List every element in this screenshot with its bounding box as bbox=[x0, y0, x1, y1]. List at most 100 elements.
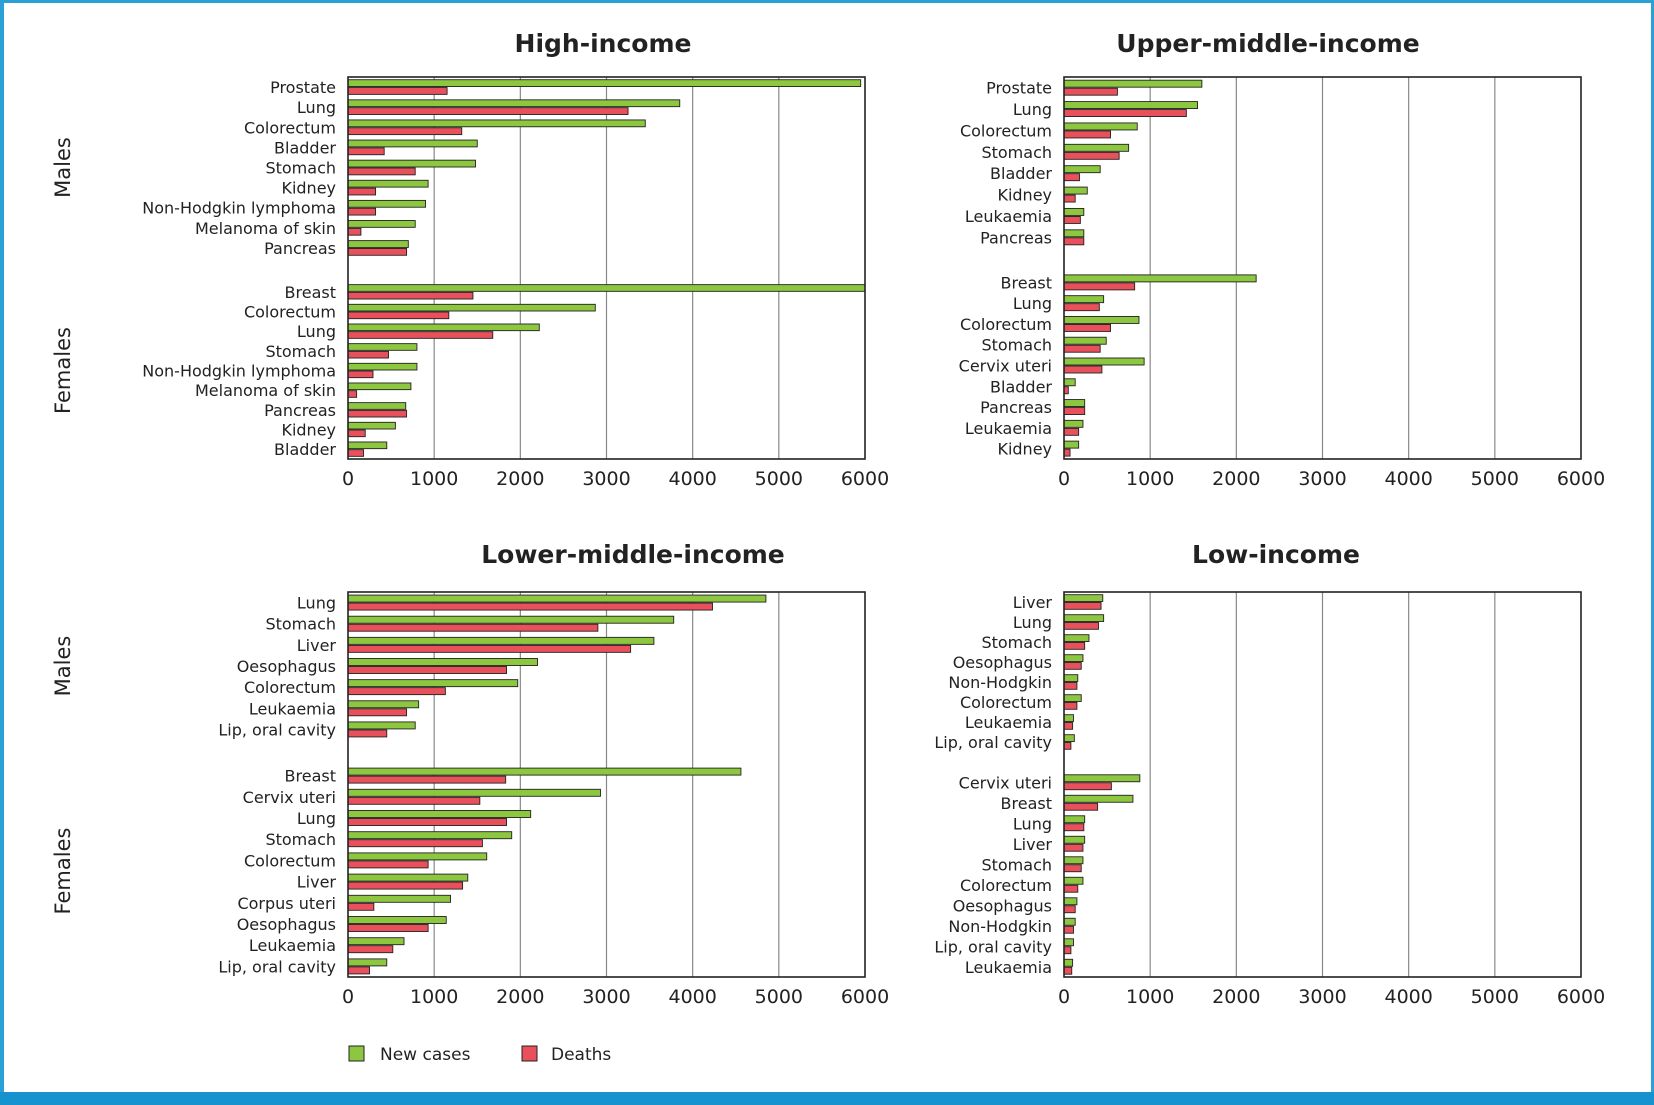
category-label: Stomach bbox=[981, 633, 1052, 652]
bar-deaths bbox=[347, 350, 389, 359]
tick-label: 3000 bbox=[582, 468, 630, 490]
bar-deaths bbox=[347, 227, 362, 236]
bar-deaths bbox=[347, 311, 450, 320]
bar-new-cases bbox=[1063, 815, 1086, 824]
panel-title: Upper-middle-income bbox=[1116, 29, 1419, 58]
bar-deaths bbox=[1063, 282, 1136, 291]
bar-new-cases bbox=[1063, 315, 1140, 324]
bar-deaths bbox=[347, 370, 374, 379]
tick-label: 5000 bbox=[755, 986, 803, 1008]
category-label: Breast bbox=[1001, 273, 1052, 292]
tick-label: 3000 bbox=[582, 986, 630, 1008]
bar-new-cases bbox=[1063, 774, 1141, 783]
bar-deaths bbox=[347, 127, 463, 136]
category-label: Non-Hodgkin lymphoma bbox=[142, 362, 336, 381]
bar-new-cases bbox=[1063, 958, 1074, 967]
panel-lower-middle-income: Lower-middle-income Lung Stomach Liver Oesop… bbox=[51, 540, 889, 1008]
bar-deaths bbox=[347, 87, 448, 95]
bar-deaths bbox=[1063, 109, 1187, 118]
category-label: Colorectum bbox=[960, 876, 1052, 895]
group-label: Females bbox=[51, 828, 75, 915]
category-label: Non-Hodgkin bbox=[948, 917, 1052, 936]
bar-deaths bbox=[347, 881, 464, 890]
panel-high-income: High-incomeProstateLungColorectumBladder… bbox=[51, 29, 889, 490]
bar-new-cases bbox=[347, 658, 539, 666]
bar-new-cases bbox=[347, 810, 532, 818]
bar-new-cases bbox=[1063, 101, 1199, 110]
category-label: Stomach bbox=[981, 855, 1052, 874]
bar-new-cases bbox=[1063, 229, 1085, 238]
tick-label: 3000 bbox=[1298, 986, 1346, 1008]
bar-new-cases bbox=[1063, 938, 1074, 947]
bar-new-cases bbox=[347, 700, 420, 709]
bar-new-cases bbox=[1063, 674, 1079, 682]
bar-new-cases bbox=[1063, 634, 1090, 642]
bar-deaths bbox=[1063, 237, 1085, 246]
bar-deaths bbox=[1063, 722, 1074, 730]
bar-deaths bbox=[347, 429, 366, 438]
bar-deaths bbox=[1063, 602, 1102, 610]
bar-new-cases bbox=[1063, 378, 1076, 387]
tick-label: 4000 bbox=[1384, 986, 1432, 1008]
category-label: Liver bbox=[297, 873, 337, 892]
bar-deaths bbox=[1063, 622, 1099, 630]
category-label: Leukaemia bbox=[965, 419, 1052, 438]
bar-deaths bbox=[1063, 151, 1120, 160]
tick-label: 0 bbox=[1058, 986, 1070, 1008]
bar-new-cases bbox=[1063, 165, 1101, 174]
tick-label: 2000 bbox=[496, 468, 544, 490]
tick-label: 5000 bbox=[1471, 986, 1519, 1008]
bar-deaths bbox=[1063, 682, 1078, 690]
category-label: Lung bbox=[297, 98, 336, 117]
category-label: Lung bbox=[1013, 100, 1052, 119]
category-label: Leukaemia bbox=[965, 713, 1052, 732]
category-label: Lung bbox=[1013, 294, 1052, 313]
tick-label: 0 bbox=[342, 468, 354, 490]
bar-deaths bbox=[347, 796, 481, 805]
bar-deaths bbox=[347, 247, 408, 256]
bar-deaths bbox=[1063, 662, 1082, 670]
footer-bar bbox=[0, 1092, 1654, 1105]
category-label: Bladder bbox=[274, 138, 336, 157]
bar-deaths bbox=[1063, 884, 1079, 893]
category-label: Cervix uteri bbox=[959, 357, 1052, 376]
category-label: Liver bbox=[297, 636, 337, 655]
category-label: Lip, oral cavity bbox=[934, 733, 1052, 752]
category-label: Bladder bbox=[274, 440, 336, 459]
category-label: Stomach bbox=[981, 336, 1052, 355]
category-label: Stomach bbox=[265, 342, 336, 361]
category-label: Leukaemia bbox=[965, 958, 1052, 977]
tick-label: 5000 bbox=[755, 468, 803, 490]
tick-label: 3000 bbox=[1298, 468, 1346, 490]
category-label: Colorectum bbox=[960, 315, 1052, 334]
bar-new-cases bbox=[347, 343, 418, 351]
tick-label: 1000 bbox=[1126, 468, 1174, 490]
category-label: Colorectum bbox=[244, 303, 336, 322]
bar-new-cases bbox=[347, 873, 469, 882]
group-label: Females bbox=[51, 327, 75, 414]
bar-new-cases bbox=[1063, 274, 1257, 283]
category-label: Breast bbox=[285, 283, 336, 302]
bar-deaths bbox=[1063, 323, 1111, 332]
bar-new-cases bbox=[347, 220, 416, 228]
chart-panels: High-incomeProstateLungColorectumBladder… bbox=[51, 29, 1605, 1008]
bar-deaths bbox=[347, 449, 364, 457]
category-label: Colorectum bbox=[244, 678, 336, 697]
bar-deaths bbox=[347, 207, 377, 216]
bar-new-cases bbox=[1063, 654, 1084, 662]
bar-new-cases bbox=[1063, 794, 1134, 803]
tick-label: 4000 bbox=[1384, 468, 1432, 490]
tick-label: 1000 bbox=[1126, 986, 1174, 1008]
plot-area bbox=[347, 591, 866, 978]
category-label: Melanoma of skin bbox=[195, 381, 336, 400]
bar-new-cases bbox=[1063, 336, 1107, 345]
bar-deaths bbox=[347, 390, 358, 398]
category-label: Lung bbox=[1013, 613, 1052, 632]
group-label: Males bbox=[51, 137, 75, 198]
category-label: Kidney bbox=[997, 440, 1052, 459]
bar-new-cases bbox=[347, 441, 388, 450]
bar-new-cases bbox=[347, 199, 427, 208]
category-label: Leukaemia bbox=[249, 936, 336, 955]
bar-deaths bbox=[347, 945, 394, 954]
bar-deaths bbox=[347, 409, 408, 418]
